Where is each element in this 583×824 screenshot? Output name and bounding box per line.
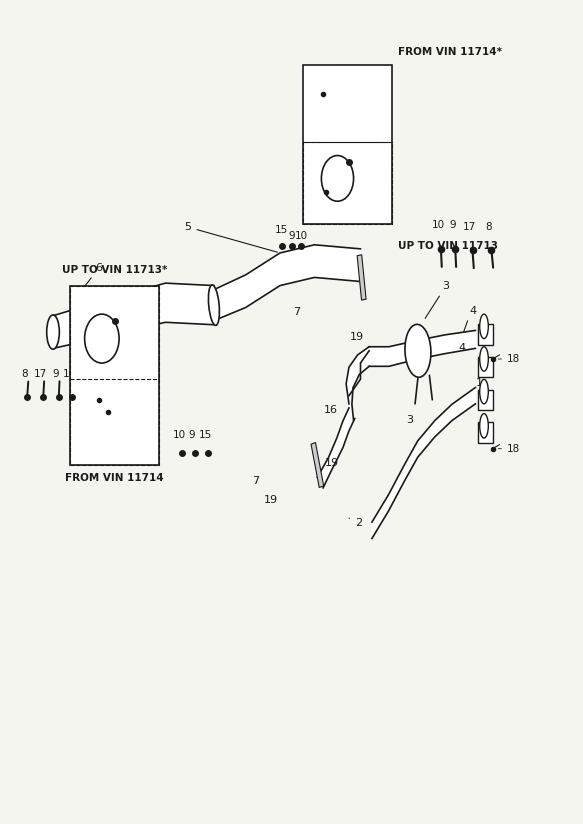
Text: 14: 14	[309, 72, 321, 82]
Text: 10: 10	[62, 369, 76, 379]
Ellipse shape	[480, 379, 489, 404]
Bar	[303, 142, 392, 224]
Text: UP TO VIN 11713*: UP TO VIN 11713*	[62, 265, 167, 275]
Text: 19: 19	[325, 458, 339, 468]
Text: 4: 4	[458, 344, 465, 353]
Text: 17: 17	[463, 222, 476, 232]
Text: 19: 19	[264, 495, 278, 505]
Bar	[357, 255, 366, 300]
Polygon shape	[372, 387, 475, 538]
Text: 10: 10	[173, 430, 186, 440]
Ellipse shape	[480, 347, 489, 372]
Text: 5: 5	[185, 222, 278, 252]
Text: 9: 9	[52, 369, 59, 379]
Ellipse shape	[480, 414, 489, 438]
Bar	[478, 422, 493, 442]
Text: 14: 14	[122, 386, 134, 396]
Ellipse shape	[47, 315, 59, 349]
Text: 3: 3	[442, 281, 449, 291]
Polygon shape	[346, 347, 369, 420]
Polygon shape	[214, 245, 360, 321]
Text: 9: 9	[189, 430, 195, 440]
Text: 19: 19	[350, 332, 364, 342]
Text: 9: 9	[449, 221, 456, 231]
Polygon shape	[53, 283, 214, 349]
Text: 17: 17	[34, 369, 47, 379]
Text: 15: 15	[199, 430, 212, 440]
Text: 1: 1	[475, 378, 482, 388]
Text: 4: 4	[470, 306, 477, 316]
Ellipse shape	[405, 325, 431, 377]
Text: 11*: 11*	[76, 293, 93, 302]
Text: 2: 2	[349, 518, 362, 528]
Text: 8: 8	[485, 222, 492, 232]
Text: 3: 3	[406, 415, 413, 425]
Text: 18: 18	[498, 354, 520, 364]
Bar	[311, 442, 324, 488]
Text: 8: 8	[21, 369, 27, 379]
Text: 6: 6	[80, 263, 103, 292]
Polygon shape	[317, 408, 354, 488]
Text: 10: 10	[431, 221, 445, 231]
Bar	[478, 325, 493, 344]
Text: 10: 10	[295, 231, 308, 241]
Bar	[71, 286, 159, 465]
Text: 15: 15	[275, 225, 289, 235]
Text: 18: 18	[498, 443, 520, 454]
Text: 9: 9	[288, 231, 295, 241]
Bar	[71, 286, 159, 465]
Text: 16: 16	[324, 405, 338, 415]
Text: 7: 7	[252, 475, 259, 485]
Text: 12*: 12*	[352, 204, 369, 214]
Bar	[478, 357, 493, 377]
Ellipse shape	[208, 285, 219, 325]
Ellipse shape	[480, 314, 489, 339]
Text: 3: 3	[418, 358, 425, 368]
Text: 12*: 12*	[119, 355, 136, 366]
Text: 13: 13	[338, 69, 350, 80]
Text: 11*: 11*	[309, 125, 326, 135]
Polygon shape	[369, 330, 475, 367]
Text: FROM VIN 11714*: FROM VIN 11714*	[398, 47, 502, 57]
Text: 13: 13	[79, 386, 91, 396]
Text: UP TO VIN 11713: UP TO VIN 11713	[398, 241, 498, 250]
Bar	[303, 65, 392, 224]
Text: 7: 7	[293, 307, 300, 317]
Text: FROM VIN 11714: FROM VIN 11714	[65, 473, 164, 484]
Bar	[478, 390, 493, 410]
